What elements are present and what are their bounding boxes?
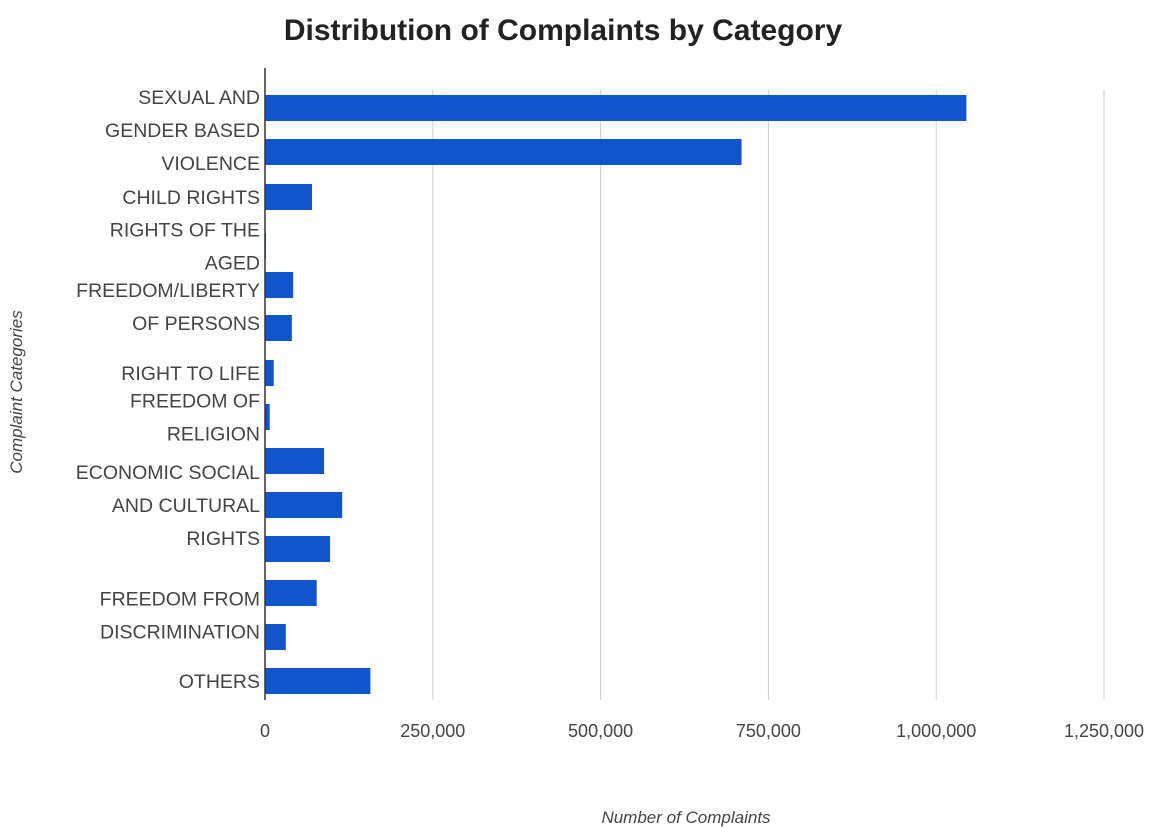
category-label: RIGHTS OF THE AGED <box>110 220 260 275</box>
category-label-line: AND CULTURAL <box>112 495 260 517</box>
category-label-line: OF PERSONS <box>132 313 260 335</box>
bar <box>265 448 325 474</box>
category-label-line: RELIGION <box>167 424 260 446</box>
bar <box>265 139 742 165</box>
category-label: FREEDOM OF RELIGION <box>130 391 260 446</box>
x-tick-label: 750,000 <box>736 721 801 741</box>
category-label: SEXUAL AND GENDER BASED VIOLENCE <box>105 87 260 175</box>
category-label-line: OTHERS <box>179 671 260 693</box>
category-label: RIGHT TO LIFE <box>121 363 260 385</box>
bar <box>265 315 292 341</box>
chart-title: Distribution of Complaints by Category <box>284 14 843 47</box>
category-label: FREEDOM/LIBERTY OF PERSONS <box>76 280 260 335</box>
category-label-line: DISCRIMINATION <box>100 622 260 644</box>
bar <box>265 184 312 210</box>
gridlines <box>432 90 1105 700</box>
y-axis-title: Complaint Categories <box>7 310 26 474</box>
x-tick-label: 0 <box>260 721 270 741</box>
category-labels: SEXUAL AND GENDER BASED VIOLENCE CHILD RIGH… <box>76 87 260 693</box>
bars <box>265 95 967 694</box>
category-label-line: FREEDOM FROM <box>100 589 260 611</box>
category-label-line: FREEDOM/LIBERTY <box>76 280 260 302</box>
bar <box>265 536 331 562</box>
category-label-line: GENDER BASED <box>105 120 260 142</box>
x-tick-labels: 0 250,000 500,000 750,000 1,000,000 1,250,000 <box>260 721 1144 741</box>
category-label: CHILD RIGHTS <box>122 187 260 209</box>
x-tick-label: 250,000 <box>400 721 465 741</box>
bar <box>265 580 317 606</box>
bar <box>265 404 270 430</box>
bar <box>265 668 371 694</box>
category-label-line: SEXUAL AND <box>138 87 260 109</box>
bar <box>265 360 274 386</box>
category-label-line: RIGHTS <box>186 528 260 550</box>
category-label: FREEDOM FROM DISCRIMINATION <box>100 589 260 644</box>
x-tick-label: 1,000,000 <box>896 721 976 741</box>
bar <box>265 272 294 298</box>
category-label-line: AGED <box>205 253 260 275</box>
bar <box>265 95 967 121</box>
category-label-line: RIGHTS OF THE <box>110 220 260 242</box>
category-label-line: CHILD RIGHTS <box>122 187 260 209</box>
x-tick-label: 1,250,000 <box>1064 721 1144 741</box>
x-axis-title: Number of Complaints <box>601 808 771 827</box>
category-label: ECONOMIC SOCIAL AND CULTURAL RIGHTS <box>76 462 260 550</box>
bar <box>265 492 343 518</box>
category-label-line: RIGHT TO LIFE <box>121 363 260 385</box>
category-label: OTHERS <box>179 671 260 693</box>
category-label-line: VIOLENCE <box>161 153 260 175</box>
x-tick-label: 500,000 <box>568 721 633 741</box>
bar <box>265 624 286 650</box>
category-label-line: FREEDOM OF <box>130 391 260 413</box>
category-label-line: ECONOMIC SOCIAL <box>76 462 260 484</box>
